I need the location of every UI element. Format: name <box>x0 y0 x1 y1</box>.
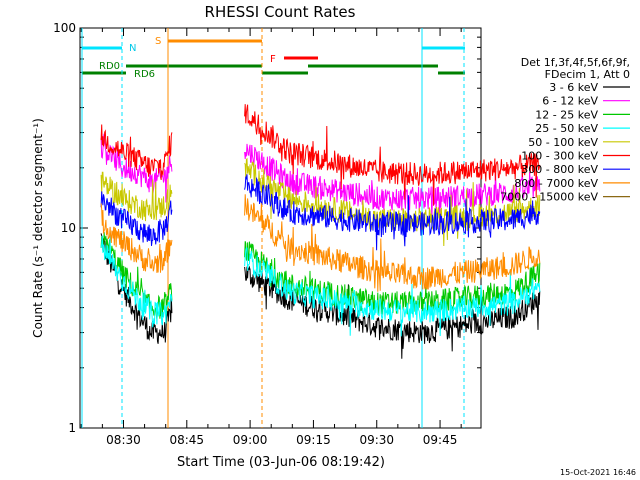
timestamp-footer: 15-Oct-2021 16:46 <box>560 468 636 477</box>
series-line-5-seg1 <box>244 104 541 206</box>
s-label: S <box>155 36 161 47</box>
series-line-3-seg0 <box>100 234 173 328</box>
x-tick-label: 09:00 <box>233 433 268 447</box>
x-tick-label: 08:30 <box>106 433 141 447</box>
series-line-1-seg1 <box>244 143 541 228</box>
legend-label: 25 - 50 keV <box>535 122 598 135</box>
legend-label: 800 - 7000 keV <box>514 177 598 190</box>
legend-label: 100 - 300 keV <box>521 150 598 163</box>
data-series <box>100 104 541 359</box>
chart-title: RHESSI Count Rates <box>205 3 356 21</box>
legend-label: 12 - 25 keV <box>535 108 598 121</box>
x-tick-label: 08:45 <box>169 433 204 447</box>
series-line-2-seg0 <box>100 231 173 320</box>
rd6-label: RD6 <box>134 69 155 80</box>
series-line-0-seg1 <box>244 265 541 359</box>
series-line-4-seg0 <box>100 171 173 222</box>
legend-label: 6 - 12 keV <box>542 95 598 108</box>
y-tick-label: 100 <box>53 21 76 35</box>
n-label: N <box>129 43 136 54</box>
legend-label: 3 - 6 keV <box>549 81 598 94</box>
state-bars: N S F RD0 RD6 <box>82 36 465 80</box>
y-tick-label: 1 <box>68 421 76 435</box>
y-axis-ticks: 1 10 100 <box>53 21 481 435</box>
legend-header-1: Det 1f,3f,4f,5f,6f,9f, <box>521 56 630 69</box>
series-line-6-seg0 <box>100 191 173 246</box>
legend: Det 1f,3f,4f,5f,6f,9f, FDecim 1, Att 0 3… <box>500 56 630 204</box>
legend-label: 50 - 100 keV <box>528 136 598 149</box>
legend-label: 7000 - 15000 keV <box>500 191 598 204</box>
x-tick-label: 09:15 <box>296 433 331 447</box>
x-tick-label: 09:45 <box>423 433 458 447</box>
legend-label: 300 - 800 keV <box>521 163 598 176</box>
x-axis-label: Start Time (03-Jun-06 08:19:42) <box>177 455 385 470</box>
series-line-5-seg0 <box>100 124 173 181</box>
series-line-7-seg0 <box>100 203 173 273</box>
series-line-7-seg1 <box>244 194 541 292</box>
rd0-label: RD0 <box>99 61 120 72</box>
y-tick-label: 10 <box>61 221 76 235</box>
y-axis-label: Count Rate (s⁻¹ detector segment⁻¹) <box>31 118 45 338</box>
series-line-1-seg0 <box>100 133 173 203</box>
legend-header-2: FDecim 1, Att 0 <box>545 68 630 81</box>
series-line-3-seg1 <box>244 247 541 337</box>
x-axis-ticks: 08:30 08:45 09:00 09:15 09:30 09:45 <box>80 28 462 447</box>
f-label: F <box>270 54 276 65</box>
series-line-6-seg1 <box>244 174 541 251</box>
x-tick-label: 09:30 <box>359 433 394 447</box>
